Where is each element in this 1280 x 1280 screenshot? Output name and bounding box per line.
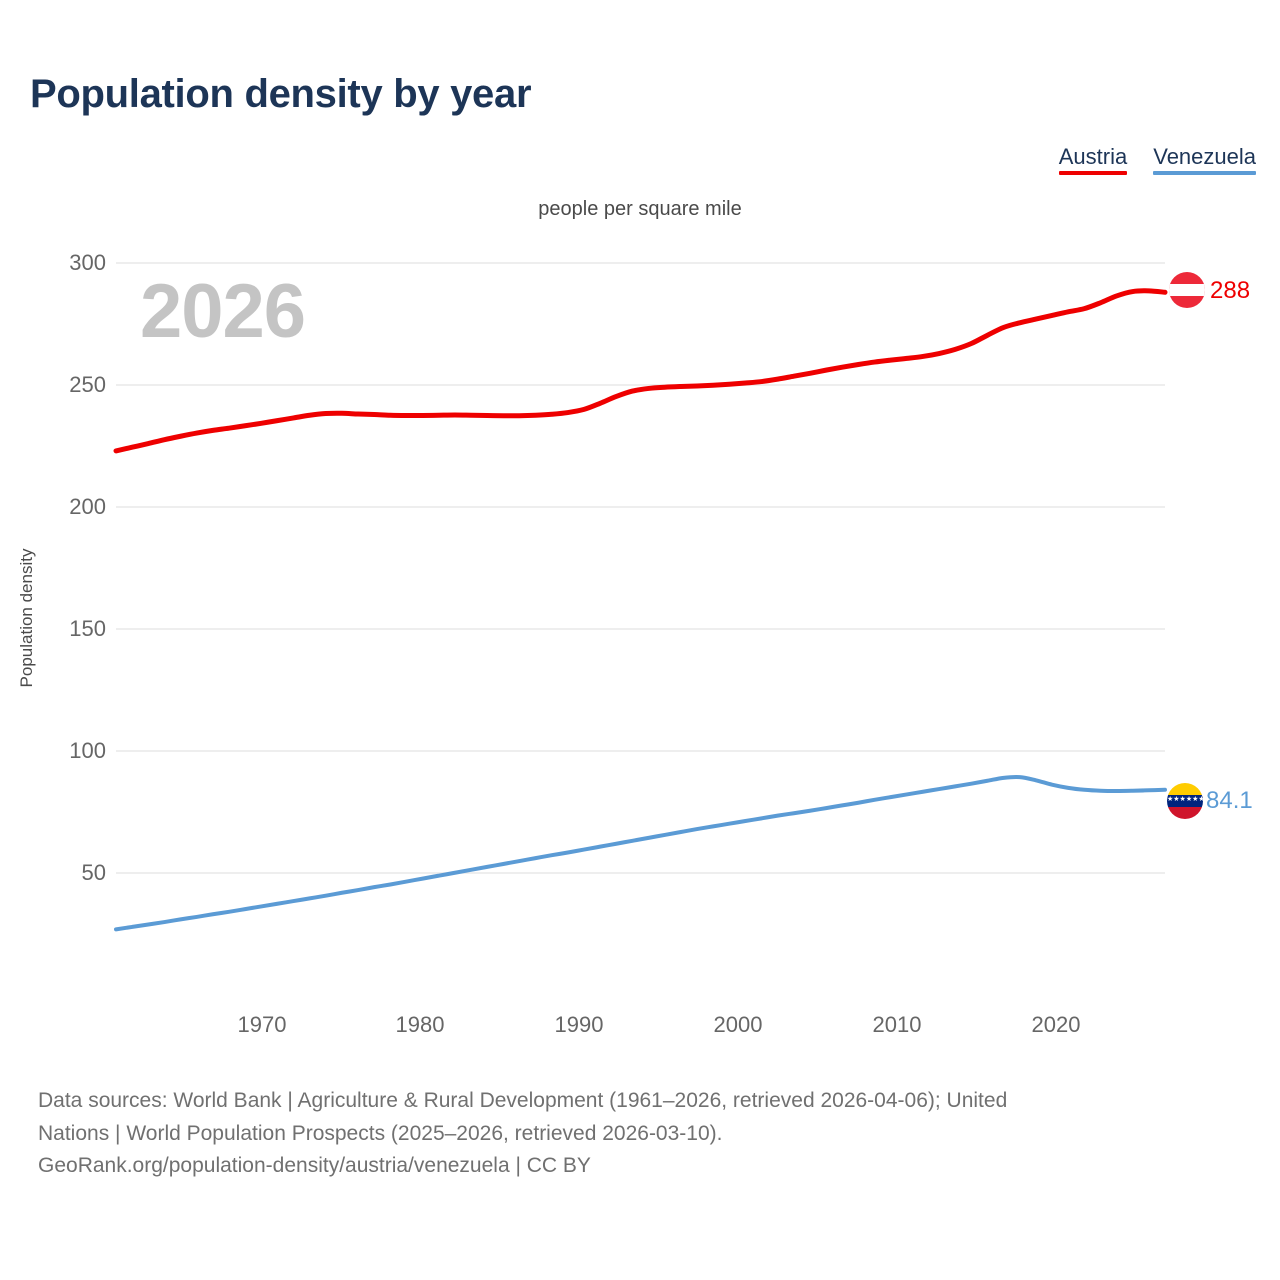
x-axis-tick-1980: 1980 [395, 1012, 445, 1037]
legend-item-austria[interactable]: Austria [1058, 144, 1128, 176]
x-axis-tick-2010: 2010 [872, 1012, 922, 1037]
y-axis-tick-100: 100 [69, 738, 106, 763]
footer-line-1: Data sources: World Bank | Agriculture &… [38, 1089, 1008, 1112]
year-watermark: 2026 [140, 269, 306, 354]
footer-sources: Data sources: World Bank | Agriculture &… [38, 1085, 1263, 1183]
x-axis-tick-2000: 2000 [713, 1012, 763, 1037]
y-axis-tick-150: 150 [69, 616, 106, 641]
austria-flag-icon [1169, 272, 1205, 308]
x-axis-tick-1990: 1990 [554, 1012, 604, 1037]
footer-line-2: Nations | World Population Prospects (20… [38, 1121, 723, 1145]
legend-label-venezuela: Venezuela [1153, 144, 1256, 169]
x-axis-tick-1970: 1970 [237, 1012, 287, 1037]
legend-label-austria: Austria [1058, 144, 1128, 169]
page-title: Population density by year [30, 72, 532, 116]
y-axis-tick-200: 200 [69, 494, 106, 519]
footer-line-3: GeoRank.org/population-density/austria/v… [38, 1154, 591, 1178]
x-axis-tick-2020: 2020 [1031, 1012, 1081, 1037]
legend-color-swatch-austria [1058, 171, 1128, 176]
austria-end-value: 288 [1210, 277, 1251, 304]
venezuela-end-value: 84.1 [1206, 787, 1253, 814]
series-line-venezuela [114, 774, 1167, 932]
y-axis-tick-50: 50 [81, 860, 106, 885]
chart-subtitle: people per square mile [538, 198, 742, 220]
legend-color-swatch-venezuela [1153, 171, 1256, 176]
legend-item-venezuela[interactable]: Venezuela [1153, 144, 1256, 176]
venezuela-flag-icon: ★★★★★★★ [1167, 783, 1203, 819]
y-axis-tick-250: 250 [69, 372, 106, 397]
chart-legend: Austria Venezuela [1058, 144, 1256, 176]
y-axis-tick-300: 300 [69, 250, 106, 275]
